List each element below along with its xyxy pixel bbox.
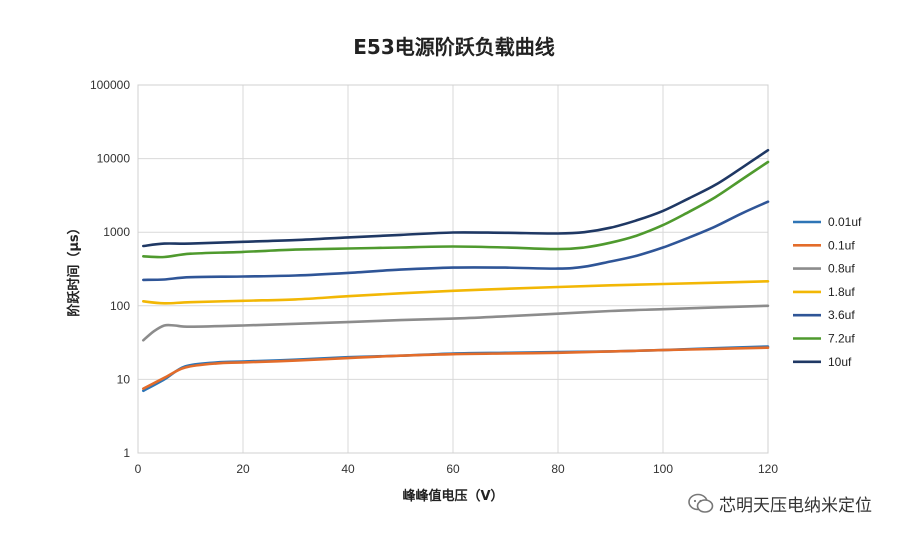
y-tick-label: 10000 — [97, 152, 131, 166]
legend-label: 0.1uf — [828, 238, 855, 252]
wechat-icon — [688, 493, 714, 513]
series-line-7-2uf — [142, 160, 770, 259]
legend-label: 0.01uf — [828, 215, 862, 229]
x-tick-label: 60 — [446, 462, 460, 476]
x-tick-label: 80 — [551, 462, 565, 476]
series-line-0-8uf — [142, 304, 770, 342]
series-lines — [142, 148, 770, 393]
legend-item: 0.01uf — [793, 215, 862, 229]
series-line-3-6uf — [142, 200, 770, 282]
legend: 0.01uf 0.1uf 0.8uf 1.8uf 3.6uf 7.2uf 10uf — [793, 215, 862, 369]
legend-item: 0.1uf — [793, 238, 855, 252]
x-tick-label: 0 — [135, 462, 142, 476]
y-tick-labels: 1 10 100 1000 10000 100000 — [90, 78, 130, 460]
series-line-1-8uf — [142, 280, 770, 305]
legend-item: 3.6uf — [793, 308, 855, 322]
watermark-text: 芯明天压电纳米定位 — [719, 496, 872, 516]
legend-item: 0.8uf — [793, 262, 855, 276]
legend-label: 7.2uf — [828, 332, 855, 346]
x-axis-label: 峰峰值电压（V） — [402, 488, 503, 504]
x-tick-label: 40 — [341, 462, 355, 476]
y-tick-label: 1 — [123, 446, 130, 460]
y-tick-label: 100 — [110, 299, 130, 313]
series-line-0-1uf — [142, 346, 770, 390]
x-tick-label: 20 — [236, 462, 250, 476]
x-tick-label: 120 — [758, 462, 778, 476]
plot-frame — [137, 84, 769, 454]
legend-label: 10uf — [828, 355, 852, 369]
legend-item: 10uf — [793, 355, 852, 369]
x-tick-label: 100 — [653, 462, 673, 476]
series-line-10uf — [142, 148, 770, 248]
legend-label: 1.8uf — [828, 285, 855, 299]
chart-title: E53电源阶跃负载曲线 — [353, 35, 555, 59]
legend-item: 7.2uf — [793, 332, 855, 346]
y-axis-label: 阶跃时间（μs） — [66, 221, 82, 316]
legend-label: 0.8uf — [828, 262, 855, 276]
legend-item: 1.8uf — [793, 285, 855, 299]
y-tick-label: 10 — [117, 372, 131, 386]
legend-label: 3.6uf — [828, 308, 855, 322]
y-tick-label: 100000 — [90, 78, 130, 92]
watermark: 芯明天压电纳米定位 — [687, 491, 872, 516]
x-tick-labels: 0 20 40 60 80 100 120 — [135, 462, 779, 476]
grid — [137, 84, 769, 454]
y-tick-label: 1000 — [103, 225, 130, 239]
